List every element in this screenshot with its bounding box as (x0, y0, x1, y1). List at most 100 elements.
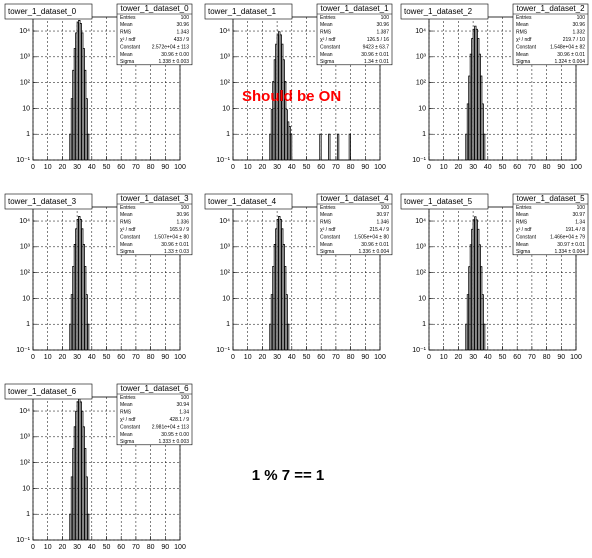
stats-title: tower_1_dataset_5 (516, 194, 585, 203)
histogram-bin (482, 323, 486, 350)
y-tick-label: 10³ (220, 244, 231, 251)
stats-label: Entries (320, 205, 336, 211)
x-tick-label: 30 (273, 164, 281, 171)
stats-label: Mean (516, 52, 529, 58)
x-tick-label: 50 (303, 354, 311, 361)
pad: 0 10 20 30 40 50 60 70 80 90 100 10⁻¹ 1 10 10² 10³ 10⁴ to… (204, 3, 393, 171)
stats-value: 433 / 9 (174, 37, 190, 43)
stats-label: RMS (516, 220, 528, 226)
stats-value: 30.97 (572, 212, 585, 218)
x-tick-label: 70 (332, 164, 340, 171)
stats-value: 1.343 (176, 30, 189, 36)
stats-value: 126.5 / 16 (367, 37, 389, 43)
x-tick-label: 60 (117, 164, 125, 171)
stats-value: 1.333 ± 0.003 (158, 439, 189, 445)
histogram-bin (286, 323, 290, 350)
stats-value: 1.505e+04 ± 80 (354, 234, 389, 240)
pad: 0 10 20 30 40 50 60 70 80 90 100 10⁻¹ 1 10 10² 10³ 10⁴ to… (400, 193, 589, 361)
x-tick-label: 60 (317, 354, 325, 361)
x-tick-label: 70 (528, 164, 536, 171)
stats-value: 1.332 (572, 30, 585, 36)
x-tick-label: 40 (88, 164, 96, 171)
x-tick-label: 20 (455, 164, 463, 171)
stats-label: Entries (120, 395, 136, 401)
x-tick-label: 10 (244, 164, 252, 171)
stats-label: Sigma (120, 249, 134, 255)
stats-label: Constant (320, 44, 341, 50)
x-tick-label: 100 (570, 164, 582, 171)
x-tick-label: 0 (31, 544, 35, 551)
stats-label: χ² / ndf (120, 417, 136, 423)
histogram-bin (328, 133, 331, 160)
histogram-bin (289, 133, 293, 160)
title-box (4, 383, 93, 400)
stats-label: χ² / ndf (516, 227, 532, 233)
y-tick-label: 1 (226, 131, 230, 138)
y-tick-label: 10² (20, 79, 31, 86)
x-tick-label: 90 (557, 164, 565, 171)
histogram-bin (86, 133, 90, 160)
histogram-bin (319, 133, 322, 160)
stats-title: tower_1_dataset_6 (120, 384, 189, 393)
x-tick-label: 30 (73, 354, 81, 361)
stats-value: 30.95 ± 0.00 (161, 432, 189, 438)
x-tick-label: 20 (59, 544, 67, 551)
pad: 0 10 20 30 40 50 60 70 80 90 100 10⁻¹ 1 10 10² 10³ 10⁴ to… (4, 193, 193, 361)
stats-value: 1.34 (179, 410, 189, 416)
x-tick-label: 30 (469, 164, 477, 171)
stats-value: 428.1 / 9 (170, 417, 190, 423)
x-tick-label: 90 (361, 354, 369, 361)
x-tick-label: 40 (484, 164, 492, 171)
stats-label: RMS (120, 220, 132, 226)
stats-value: 1.336 ± 0.004 (358, 249, 389, 255)
histogram-bin (336, 133, 340, 160)
y-tick-label: 10⁻¹ (216, 157, 230, 164)
x-tick-label: 50 (499, 354, 507, 361)
x-tick-label: 100 (174, 354, 186, 361)
y-tick-label: 10⁴ (219, 28, 230, 35)
y-tick-label: 10³ (20, 54, 31, 61)
stats-value: 100 (577, 205, 586, 211)
stats-value: 1.33 ± 0.03 (164, 249, 189, 255)
y-tick-label: 10² (220, 269, 231, 276)
y-tick-label: 10 (22, 485, 30, 492)
x-tick-label: 60 (117, 354, 125, 361)
x-tick-label: 70 (132, 164, 140, 171)
stats-value: 30.96 (176, 22, 189, 28)
stats-label: Constant (120, 234, 141, 240)
stats-value: 9423 ± 63.7 (363, 44, 390, 50)
y-tick-label: 10³ (416, 244, 427, 251)
x-tick-label: 20 (59, 164, 67, 171)
y-tick-label: 10⁴ (415, 28, 426, 35)
stats-label: RMS (516, 30, 528, 36)
x-tick-label: 50 (103, 544, 111, 551)
histogram-bin (285, 294, 288, 350)
stats-label: Sigma (120, 439, 134, 445)
x-tick-label: 80 (347, 354, 355, 361)
stats-value: 30.94 (176, 402, 189, 408)
stats-label: Entries (120, 15, 136, 21)
stats-label: Entries (120, 205, 136, 211)
title-box (4, 193, 93, 210)
x-tick-label: 20 (59, 354, 67, 361)
x-tick-label: 90 (161, 544, 169, 551)
stats-value: 30.96 (572, 22, 585, 28)
pad: 0 10 20 30 40 50 60 70 80 90 100 10⁻¹ 1 10 10² 10³ 10⁴ to… (400, 3, 589, 171)
y-tick-label: 1 (26, 131, 30, 138)
y-tick-label: 10 (22, 105, 30, 112)
stats-value: 100 (181, 205, 190, 211)
x-tick-label: 40 (288, 164, 296, 171)
y-tick-label: 10² (416, 79, 427, 86)
chart-title: tower_1_dataset_3 (8, 197, 77, 206)
stats-label: Mean (120, 432, 133, 438)
chart-title: tower_1_dataset_4 (208, 197, 277, 206)
stats-value: 100 (181, 15, 190, 21)
stats-label: Mean (320, 22, 333, 28)
y-tick-label: 10³ (20, 434, 31, 441)
stats-label: χ² / ndf (516, 37, 532, 43)
chart-title: tower_1_dataset_1 (208, 7, 277, 16)
histogram-bin (85, 476, 88, 540)
x-tick-label: 100 (174, 164, 186, 171)
stats-title: tower_1_dataset_3 (120, 194, 189, 203)
